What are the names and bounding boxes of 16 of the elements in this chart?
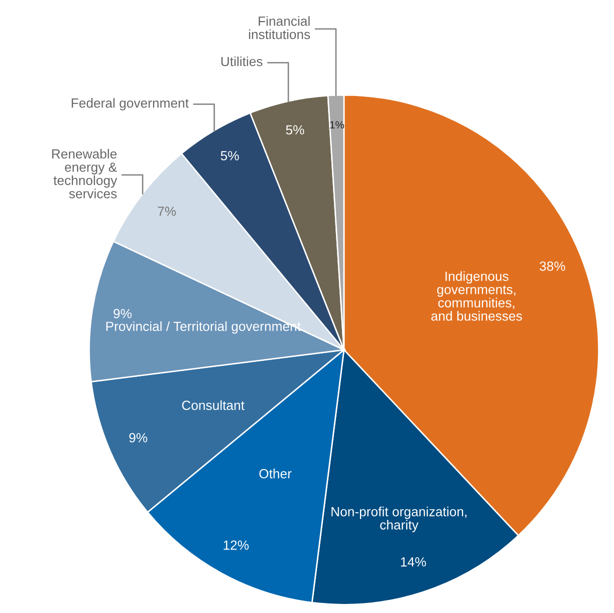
data-label: 9%: [129, 433, 148, 442]
slice-label: Indigenous governments, communities, and businesses: [431, 271, 522, 321]
slice-label: Non-profit organization, charity: [332, 506, 466, 532]
slice-label: Renewable energy & technology services: [52, 148, 118, 198]
slice-label: Consultant: [182, 400, 244, 410]
data-label: 5%: [286, 125, 304, 135]
data-label: 5%: [220, 151, 239, 160]
slice-label: Financial institutions: [249, 16, 310, 40]
slice-label: Federal government: [72, 98, 189, 110]
data-label: 9%: [114, 308, 132, 318]
slice-label: Other: [259, 468, 292, 478]
data-label: 12%: [224, 540, 249, 550]
slice-label: Utilities: [221, 56, 262, 66]
data-label: 14%: [401, 557, 426, 567]
data-label: 38%: [540, 261, 566, 271]
data-label: 7%: [158, 206, 176, 216]
